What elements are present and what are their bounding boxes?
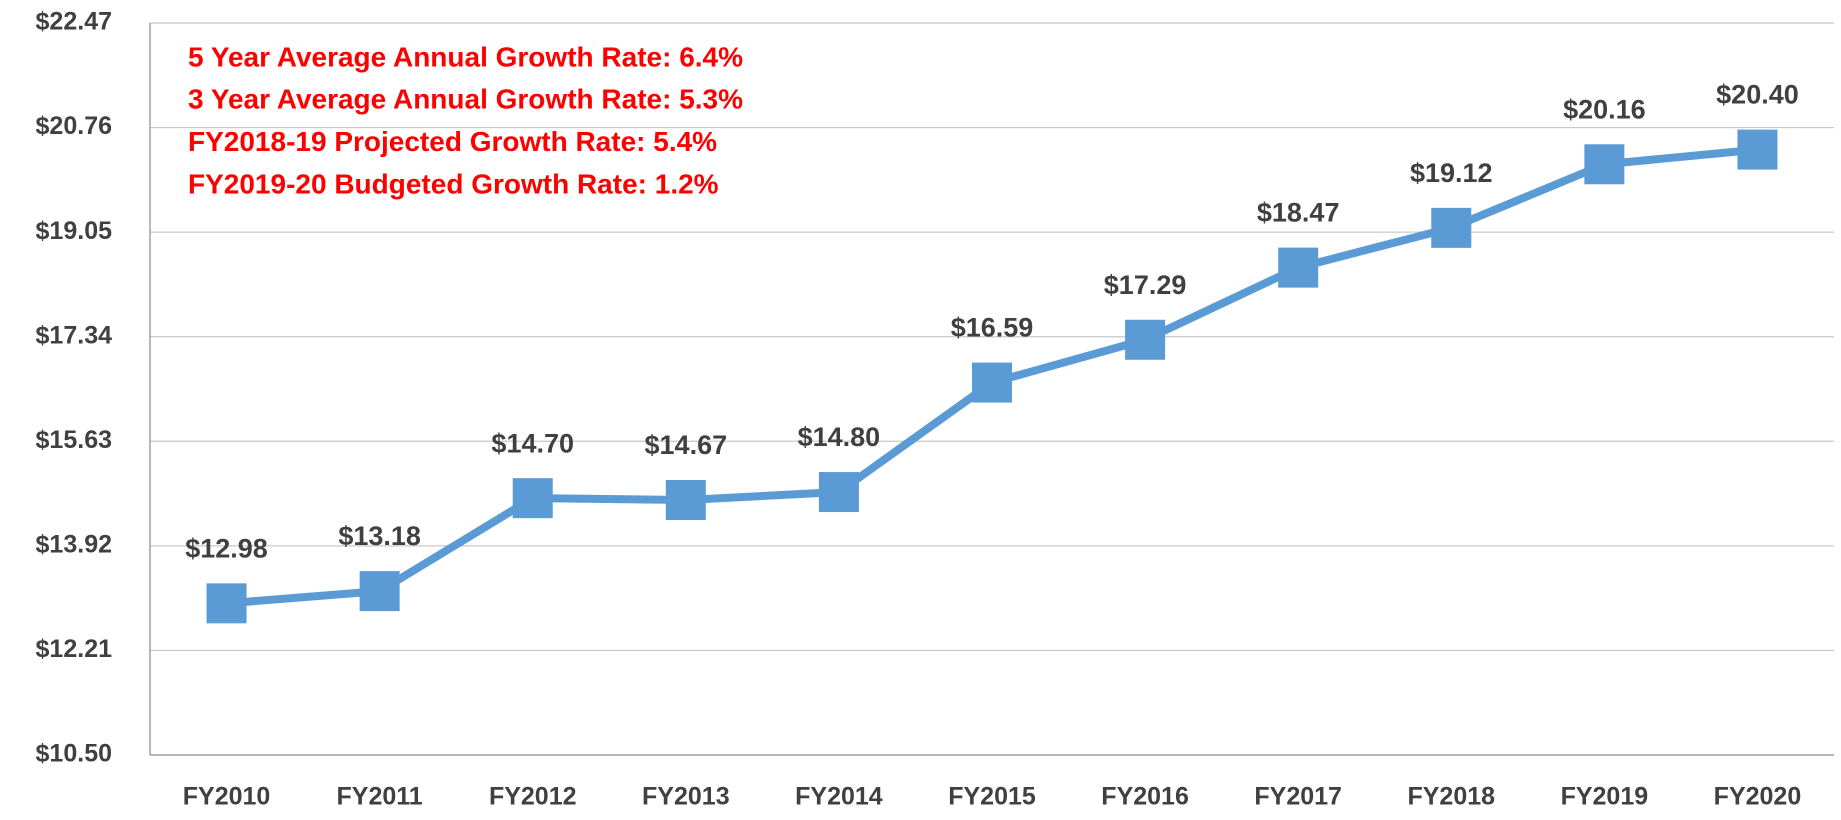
annotation: FY2019-20 Budgeted Growth Rate: 1.2% — [188, 168, 719, 199]
marker — [1737, 129, 1778, 170]
marker — [665, 479, 706, 520]
data-label: $19.12 — [1410, 158, 1493, 188]
x-tick-label: FY2015 — [948, 783, 1036, 811]
data-label: $14.67 — [645, 430, 728, 460]
data-label: $13.18 — [338, 521, 421, 551]
x-tick-label: FY2010 — [183, 783, 271, 811]
data-label: $12.98 — [185, 533, 268, 563]
annotation: 5 Year Average Annual Growth Rate: 6.4% — [188, 41, 743, 72]
x-tick-label: FY2013 — [642, 783, 730, 811]
x-tick-label: FY2018 — [1407, 783, 1495, 811]
y-tick-label: $22.47 — [36, 8, 112, 36]
marker — [1278, 247, 1319, 288]
marker — [972, 362, 1012, 403]
y-tick-label: $15.63 — [36, 426, 112, 454]
data-label: $20.40 — [1716, 80, 1799, 110]
marker — [512, 478, 553, 519]
marker — [1584, 144, 1625, 185]
data-label: $16.59 — [951, 313, 1034, 343]
x-tick-label: FY2019 — [1561, 783, 1649, 811]
x-tick-label: FY2020 — [1714, 783, 1802, 811]
x-tick-label: FY2017 — [1254, 783, 1342, 811]
marker — [1431, 207, 1472, 248]
x-tick-label: FY2011 — [337, 783, 423, 811]
marker — [1125, 319, 1166, 360]
y-tick-label: $20.76 — [36, 112, 112, 140]
y-tick-label: $17.34 — [36, 321, 113, 349]
x-tick-label: FY2014 — [795, 783, 883, 811]
y-tick-label: $12.21 — [36, 635, 113, 663]
y-tick-label: $13.92 — [36, 530, 112, 558]
data-label: $14.70 — [491, 428, 574, 458]
x-tick-label: FY2012 — [489, 783, 577, 811]
data-label: $18.47 — [1257, 198, 1340, 228]
y-tick-label: $19.05 — [36, 217, 113, 245]
x-tick-label: FY2016 — [1101, 783, 1189, 811]
annotation: FY2018-19 Projected Growth Rate: 5.4% — [188, 126, 717, 157]
data-label: $14.80 — [798, 422, 881, 452]
y-tick-label: $10.50 — [36, 740, 112, 768]
data-label: $17.29 — [1104, 270, 1187, 300]
data-label: $20.16 — [1563, 94, 1646, 124]
marker — [818, 472, 859, 513]
marker — [359, 571, 400, 612]
marker — [206, 583, 247, 624]
annotation: 3 Year Average Annual Growth Rate: 5.3% — [188, 84, 743, 115]
